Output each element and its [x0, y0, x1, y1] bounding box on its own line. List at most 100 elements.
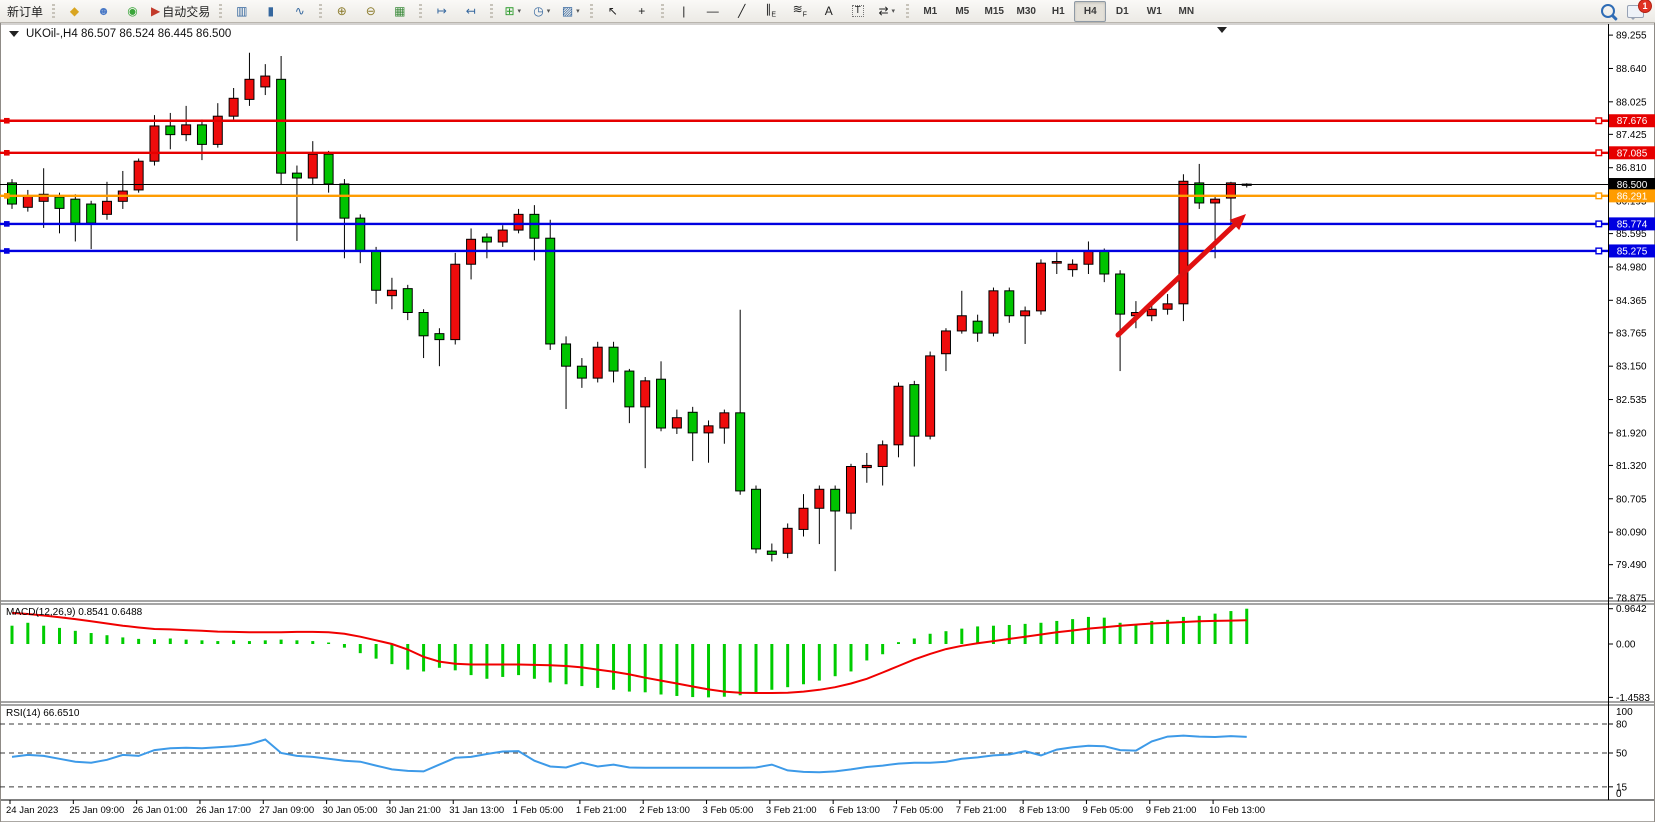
time-axis[interactable]: 24 Jan 2023 25 Jan 09:00 26 Jan 01:00 26 Ja…	[6, 800, 1265, 816]
macd-label: MACD(12,26,9) 0.8541 0.6488	[6, 607, 143, 618]
svg-text:83.150: 83.150	[1616, 362, 1647, 373]
rsi-label: RSI(14) 66.6510	[6, 708, 80, 719]
auto-trading-button[interactable]: ▶ 自动交易	[147, 1, 214, 22]
timeframe-m1[interactable]: M1	[923, 5, 938, 17]
svg-text:9 Feb 05:00: 9 Feb 05:00	[1082, 805, 1133, 816]
toolbar-separator	[590, 3, 594, 19]
svg-text:2 Feb 13:00: 2 Feb 13:00	[639, 805, 690, 816]
new-order-button[interactable]: 新订单	[3, 1, 47, 22]
search-icon[interactable]	[1601, 4, 1615, 18]
notification-badge: 1	[1638, 0, 1652, 13]
templates-button[interactable]: ▨ ▾	[556, 1, 585, 22]
candle	[1210, 198, 1221, 204]
chart-canvas[interactable]: 89.25588.64088.02587.42586.81086.19585.5…	[0, 23, 1655, 822]
zoom-in-icon: ⊕	[336, 4, 347, 18]
chevron-down-icon[interactable]: ▾	[891, 8, 896, 15]
new-chart-button: ⊞	[504, 4, 515, 18]
timeframe-w1[interactable]: W1	[1146, 5, 1162, 17]
chevron-down-icon[interactable]: ▾	[576, 8, 580, 15]
horizontal-line-icon[interactable]: —	[698, 1, 727, 22]
candle	[481, 236, 492, 243]
svg-text:80.705: 80.705	[1616, 494, 1647, 505]
svg-text:86.500: 86.500	[1617, 180, 1648, 191]
svg-text:84.365: 84.365	[1616, 296, 1647, 307]
new-chart-button[interactable]: ⊞ ▾	[498, 1, 527, 22]
timeframe-h1[interactable]: H1	[1051, 5, 1065, 17]
candle	[196, 124, 207, 145]
horizontal-lines[interactable]	[0, 117, 1608, 255]
chevron-down-icon[interactable]: ▾	[517, 8, 522, 15]
bar-chart-icon[interactable]: ▥	[227, 1, 256, 22]
periods-button[interactable]: ◷ ▾	[527, 1, 556, 22]
crosshair-icon[interactable]: +	[627, 1, 656, 22]
candle	[719, 412, 730, 429]
candle	[687, 411, 698, 434]
candle	[529, 213, 540, 239]
candle	[371, 250, 382, 291]
candle	[1067, 263, 1078, 271]
vertical-line-icon[interactable]: |	[669, 1, 698, 22]
timeframe-h4[interactable]: H4	[1074, 0, 1107, 22]
candle	[339, 183, 350, 219]
svg-text:86.291: 86.291	[1617, 191, 1648, 202]
equidistant-channel-icon: ∥E	[765, 2, 777, 19]
auto-scroll-icon[interactable]: ↦	[427, 1, 456, 22]
text-icon[interactable]: A	[814, 1, 843, 22]
auto-trading-button: ▶	[151, 4, 161, 18]
notifications-button[interactable]: 1	[1627, 0, 1652, 18]
signals-icon[interactable]: ◉	[118, 1, 147, 22]
candle	[450, 263, 461, 341]
periods-button: ◷	[533, 4, 544, 18]
timeframe-m15[interactable]: M15	[984, 5, 1004, 17]
svg-text:87.676: 87.676	[1617, 116, 1648, 127]
symbol-dropdown-icon[interactable]	[9, 31, 19, 37]
text-icon: A	[824, 4, 833, 18]
candle	[86, 203, 97, 224]
candle	[1162, 303, 1173, 310]
zoom-out-icon[interactable]: ⊖	[356, 1, 385, 22]
candlestick-chart-icon: ▮	[267, 4, 275, 18]
line-chart-icon[interactable]: ∿	[285, 1, 314, 22]
timeframe-mn[interactable]: MN	[1178, 5, 1195, 17]
auto-trading-button-label: 自动交易	[162, 4, 211, 19]
text-label-icon: T	[851, 5, 864, 17]
svg-text:82.535: 82.535	[1616, 395, 1647, 406]
arrows-icon[interactable]: ⇄ ▾	[872, 1, 901, 22]
candle	[830, 488, 841, 512]
svg-text:24 Jan 2023: 24 Jan 2023	[6, 805, 58, 816]
candle	[861, 464, 872, 469]
toolbar-group: ⊞ ▾ ◷ ▾ ▨ ▾	[498, 1, 585, 22]
trendline-icon[interactable]: ╱	[727, 1, 756, 22]
svg-text:7 Feb 21:00: 7 Feb 21:00	[956, 805, 1007, 816]
profile-icon[interactable]: ☻	[89, 1, 118, 22]
chevron-down-icon[interactable]: ▾	[546, 8, 551, 15]
candle	[418, 312, 429, 337]
svg-text:26 Jan 01:00: 26 Jan 01:00	[133, 805, 188, 816]
chart-window[interactable]: 89.25588.64088.02587.42586.81086.19585.5…	[0, 23, 1655, 822]
macd-pane: 0.9642 0.00 -1.4583 MACD(12,26,9) 0.8541 0.…	[6, 604, 1650, 704]
fibonacci-icon[interactable]: ≋F	[785, 1, 814, 22]
timeframe-d1[interactable]: D1	[1115, 5, 1129, 17]
svg-text:84.980: 84.980	[1616, 262, 1647, 273]
zoom-in-icon[interactable]: ⊕	[327, 1, 356, 22]
candle	[640, 380, 651, 408]
candle	[244, 78, 255, 100]
rsi-line	[11, 734, 1247, 774]
svg-text:1 Feb 05:00: 1 Feb 05:00	[513, 805, 564, 816]
trend-arrow-annotation[interactable]	[1115, 214, 1246, 338]
cursor-icon: ↖	[607, 4, 618, 18]
timeframe-m30[interactable]: M30	[1016, 5, 1036, 17]
svg-text:26 Jan 17:00: 26 Jan 17:00	[196, 805, 251, 816]
trendline-icon: ╱	[738, 4, 746, 18]
equidistant-channel-icon[interactable]: ∥E	[756, 1, 785, 22]
cursor-icon[interactable]: ↖	[598, 1, 627, 22]
charts-window-icon[interactable]: ◆	[60, 1, 89, 22]
chart-shift-icon[interactable]: ↤	[456, 1, 485, 22]
chart-shift-marker[interactable]	[1217, 27, 1227, 33]
candlestick-chart-icon[interactable]: ▮	[256, 1, 285, 22]
tile-windows-icon[interactable]: ▦	[385, 1, 414, 22]
text-label-icon[interactable]: T	[843, 1, 872, 22]
svg-text:0: 0	[1616, 789, 1622, 800]
toolbar-separator	[52, 3, 56, 19]
timeframe-m5[interactable]: M5	[955, 5, 970, 17]
